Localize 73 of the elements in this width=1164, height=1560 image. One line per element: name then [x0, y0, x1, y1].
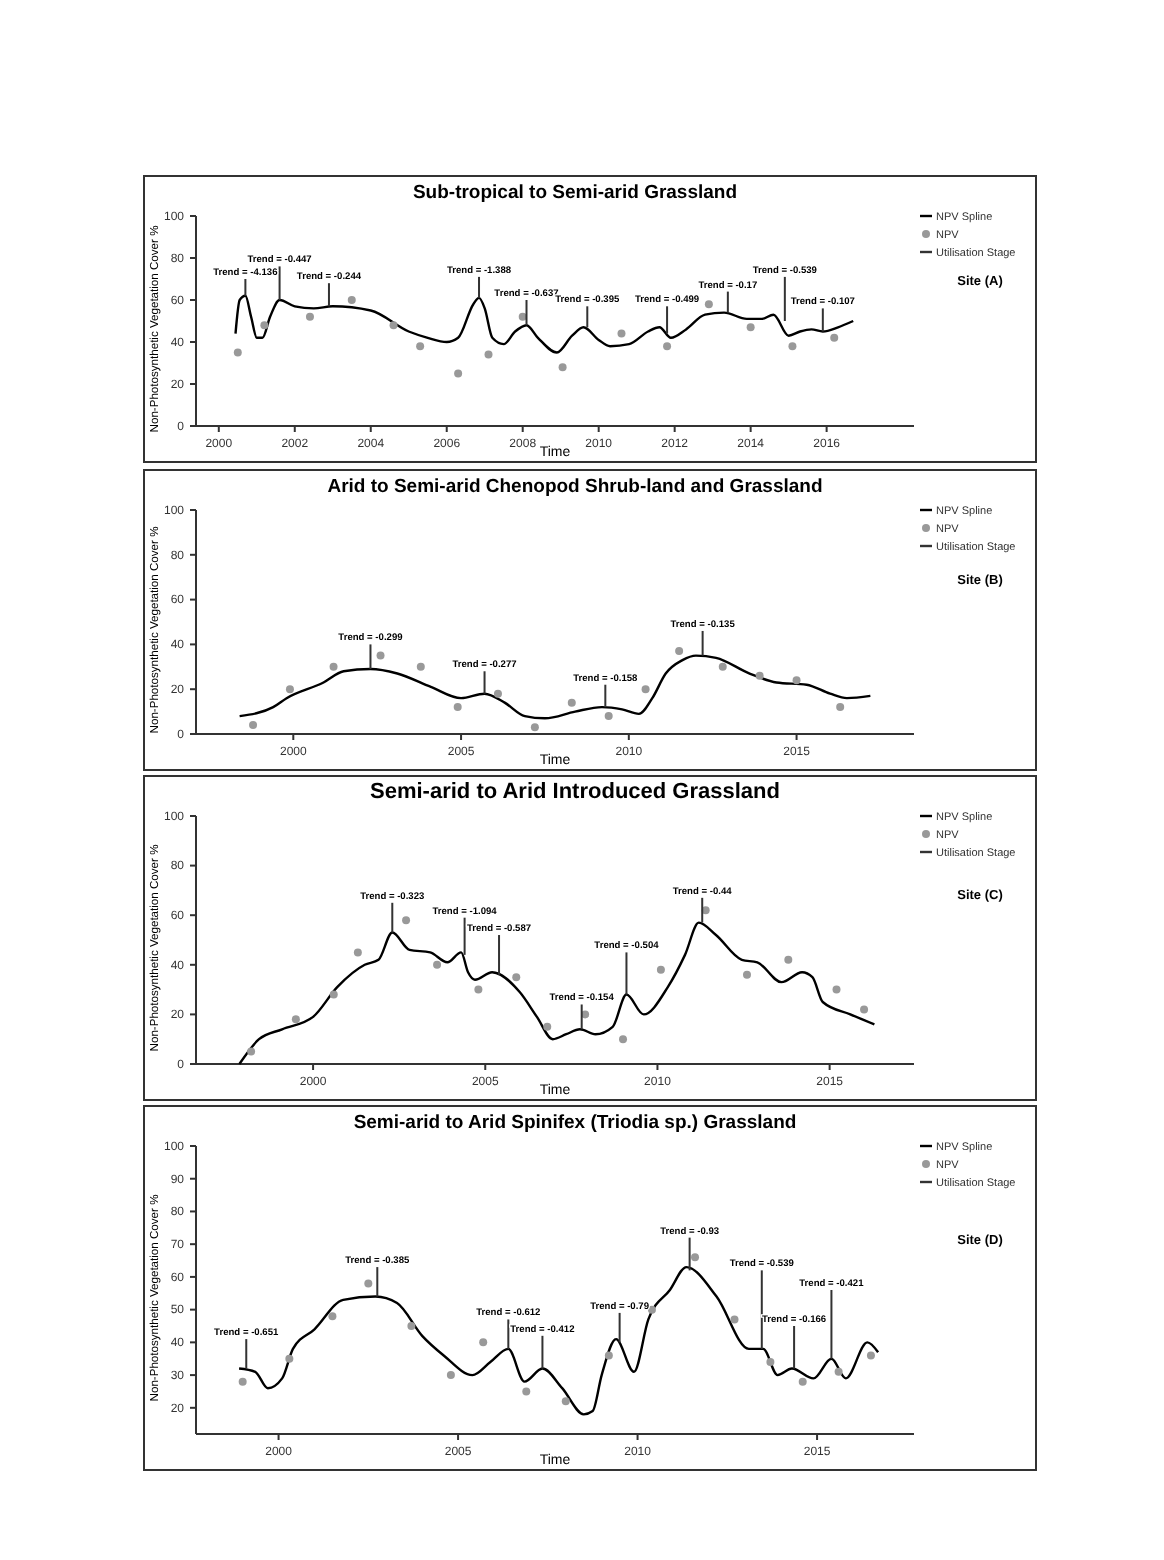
point — [247, 1047, 256, 1056]
point — [530, 723, 539, 732]
point — [834, 1367, 843, 1376]
point — [617, 329, 626, 338]
point — [604, 1351, 613, 1360]
point — [453, 703, 462, 712]
line-series — [237, 1265, 880, 1416]
chart-title: Semi-arid to Arid Spinifex (Triodia sp.) Grassland — [353, 1112, 797, 1134]
chart-title: Sub-tropical to Semi-arid Grassland — [412, 182, 738, 204]
point — [328, 1312, 337, 1321]
point — [718, 662, 727, 671]
point — [866, 1351, 875, 1360]
point — [836, 703, 845, 712]
point — [619, 1035, 628, 1044]
point — [347, 296, 356, 304]
point — [558, 363, 567, 372]
point — [704, 300, 713, 309]
point — [376, 651, 385, 660]
point — [493, 689, 502, 698]
point — [675, 647, 684, 656]
point — [788, 342, 797, 351]
point — [860, 1005, 869, 1014]
point — [604, 712, 613, 721]
point — [701, 906, 710, 915]
point — [663, 342, 672, 351]
point — [416, 342, 425, 351]
point — [522, 1387, 531, 1396]
point — [474, 985, 483, 994]
point — [433, 960, 442, 969]
point — [389, 321, 398, 330]
point — [730, 1315, 739, 1324]
chart-title: Arid to Semi-arid Chenopod Shrub-land and Grassland — [327, 476, 823, 498]
chart-title: Semi-arid to Arid Introduced Grassland — [370, 780, 780, 804]
point — [291, 1015, 300, 1024]
point — [647, 1305, 656, 1314]
point — [784, 955, 793, 964]
point — [407, 1322, 416, 1330]
line-series — [238, 921, 876, 1066]
line-series — [234, 294, 855, 354]
point — [454, 369, 463, 378]
point — [402, 916, 411, 925]
point — [329, 662, 338, 671]
point — [798, 1377, 807, 1386]
point — [561, 1397, 570, 1406]
point — [792, 676, 801, 685]
point — [742, 970, 751, 979]
point — [746, 323, 755, 332]
point — [285, 1354, 294, 1363]
point — [329, 990, 338, 999]
point — [641, 685, 650, 694]
point — [518, 312, 527, 321]
point — [285, 685, 294, 694]
point — [766, 1358, 775, 1366]
point — [249, 721, 258, 730]
point — [543, 1022, 552, 1031]
point — [656, 965, 665, 974]
point — [353, 948, 362, 957]
point — [832, 985, 841, 994]
point — [238, 1377, 247, 1386]
point — [446, 1371, 455, 1380]
point — [755, 671, 764, 680]
point — [260, 321, 269, 330]
line-series — [238, 654, 872, 720]
point — [305, 312, 314, 321]
point — [233, 348, 242, 357]
point — [567, 698, 576, 707]
point — [830, 333, 839, 342]
point — [364, 1279, 373, 1288]
point — [484, 350, 493, 359]
point — [691, 1253, 700, 1262]
point — [416, 662, 425, 671]
point — [479, 1338, 488, 1347]
point — [512, 973, 521, 982]
